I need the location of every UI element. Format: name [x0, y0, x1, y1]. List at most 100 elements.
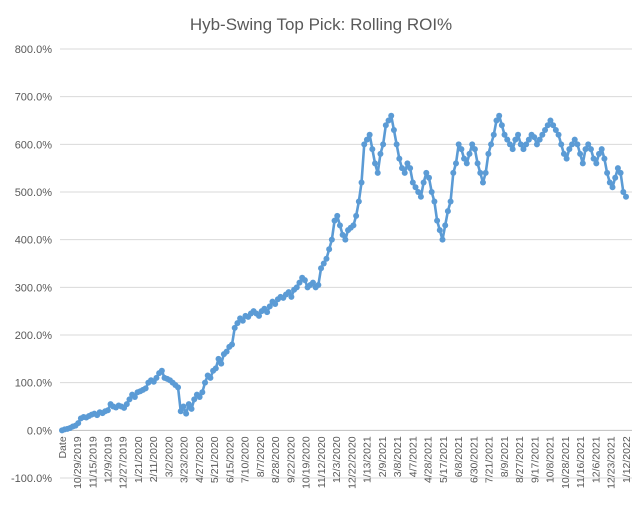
x-tick-label: 8/7/2020	[255, 436, 267, 477]
data-point	[585, 141, 592, 148]
x-tick-label: 3/23/2020	[179, 436, 191, 483]
data-point	[301, 277, 308, 284]
data-point	[423, 169, 430, 176]
data-point	[361, 141, 368, 148]
series-roi	[59, 112, 629, 434]
data-point	[604, 169, 611, 176]
data-point	[601, 155, 608, 162]
data-point	[479, 179, 486, 186]
data-point	[231, 324, 238, 331]
data-point	[320, 260, 327, 267]
data-point	[593, 160, 600, 167]
data-point	[417, 193, 424, 200]
data-point	[542, 127, 549, 134]
data-point	[477, 169, 484, 176]
y-tick-label: 800.0%	[15, 44, 53, 56]
data-point	[587, 146, 594, 153]
x-tick-label: 9/22/2020	[285, 436, 297, 483]
data-point	[612, 174, 619, 181]
data-point	[212, 365, 219, 372]
data-point	[428, 189, 435, 195]
data-point	[339, 231, 346, 238]
data-point	[552, 127, 559, 134]
data-point	[363, 136, 370, 143]
data-point	[223, 348, 230, 355]
data-point	[328, 236, 335, 243]
data-point	[471, 146, 478, 153]
y-tick-label: 400.0%	[15, 235, 53, 247]
data-point	[196, 393, 203, 400]
data-point	[180, 403, 187, 410]
data-point	[215, 355, 222, 362]
x-tick-label: 5/17/2021	[438, 436, 450, 483]
data-point	[447, 198, 454, 205]
data-point	[388, 112, 395, 119]
data-point	[369, 146, 376, 153]
data-point	[444, 208, 451, 215]
data-point	[285, 289, 292, 296]
y-tick-label: 700.0%	[15, 92, 53, 104]
data-point	[218, 360, 225, 367]
data-point	[264, 309, 271, 316]
data-point	[520, 146, 527, 153]
x-tick-label: 4/27/2020	[194, 436, 206, 483]
data-point	[426, 174, 432, 181]
x-tick-label: 12/3/2020	[331, 436, 343, 483]
data-point	[382, 122, 389, 129]
x-tick-label: 8/27/2021	[514, 436, 526, 483]
data-point	[153, 374, 160, 381]
data-point	[482, 169, 489, 176]
x-tick-label: 1/13/2021	[362, 436, 374, 483]
data-point	[515, 131, 522, 138]
data-point	[326, 246, 333, 253]
x-tick-label: 1/21/2020	[133, 436, 145, 483]
x-tick-label: 11/12/2020	[316, 436, 328, 488]
data-point	[374, 169, 381, 176]
data-point	[183, 410, 190, 417]
data-point	[609, 184, 616, 191]
data-point	[466, 150, 473, 157]
x-tick-label: 10/8/2021	[545, 436, 557, 483]
data-point	[185, 401, 192, 408]
data-point	[577, 150, 584, 157]
data-point	[582, 146, 589, 153]
data-point	[123, 401, 130, 408]
data-point	[323, 255, 330, 262]
data-point	[469, 141, 476, 148]
x-tick-label: 10/29/2019	[72, 436, 84, 489]
x-tick-label: 4/28/2021	[423, 436, 435, 483]
data-point	[75, 420, 82, 427]
data-point	[256, 312, 262, 319]
data-point	[272, 301, 279, 308]
x-tick-label: 12/9/2019	[103, 436, 115, 483]
data-point	[525, 136, 532, 143]
x-tick-label: 7/21/2021	[484, 436, 496, 483]
data-point	[350, 222, 357, 229]
data-point	[355, 198, 362, 205]
data-point	[358, 179, 365, 186]
y-tick-label: 600.0%	[15, 139, 53, 151]
data-point	[334, 212, 341, 219]
x-tick-label: 3/8/2021	[392, 436, 404, 477]
data-point	[596, 150, 603, 157]
x-tick-label: 12/6/2021	[590, 436, 602, 483]
x-tick-label: 6/30/2021	[468, 436, 480, 483]
data-point	[436, 227, 443, 234]
data-point	[318, 265, 325, 272]
data-point	[463, 160, 470, 167]
data-point	[623, 193, 629, 200]
x-tick-label: 8/9/2021	[499, 436, 511, 477]
data-point	[390, 127, 397, 134]
data-point	[399, 165, 406, 172]
data-point	[544, 122, 551, 129]
data-point	[455, 141, 462, 148]
data-point	[488, 141, 495, 148]
x-tick-label: 5/21/2020	[209, 436, 221, 483]
data-point	[434, 217, 441, 224]
x-tick-label: 10/19/2020	[301, 436, 313, 489]
data-point	[234, 320, 241, 327]
data-point	[191, 396, 198, 403]
data-point	[207, 374, 214, 381]
data-point	[606, 179, 613, 186]
data-point	[452, 160, 459, 167]
